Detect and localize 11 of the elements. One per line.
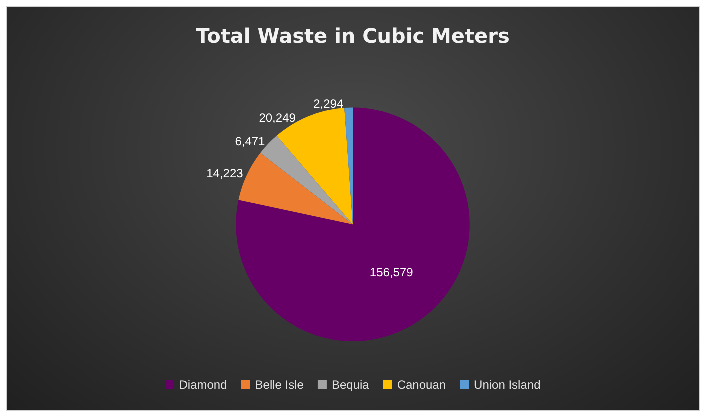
- legend-label: Diamond: [179, 378, 228, 392]
- legend-label: Union Island: [474, 378, 541, 392]
- legend-label: Canouan: [397, 378, 446, 392]
- data-label: 14,223: [206, 166, 244, 181]
- data-label: 156,579: [370, 265, 414, 280]
- legend-label: Belle Isle: [255, 378, 304, 392]
- legend-label: Bequia: [332, 378, 370, 392]
- data-label: 20,249: [259, 110, 296, 125]
- data-label: 6,471: [235, 134, 266, 148]
- chart-title: Total Waste in Cubic Meters: [196, 24, 510, 48]
- data-label: 2,294: [314, 96, 344, 111]
